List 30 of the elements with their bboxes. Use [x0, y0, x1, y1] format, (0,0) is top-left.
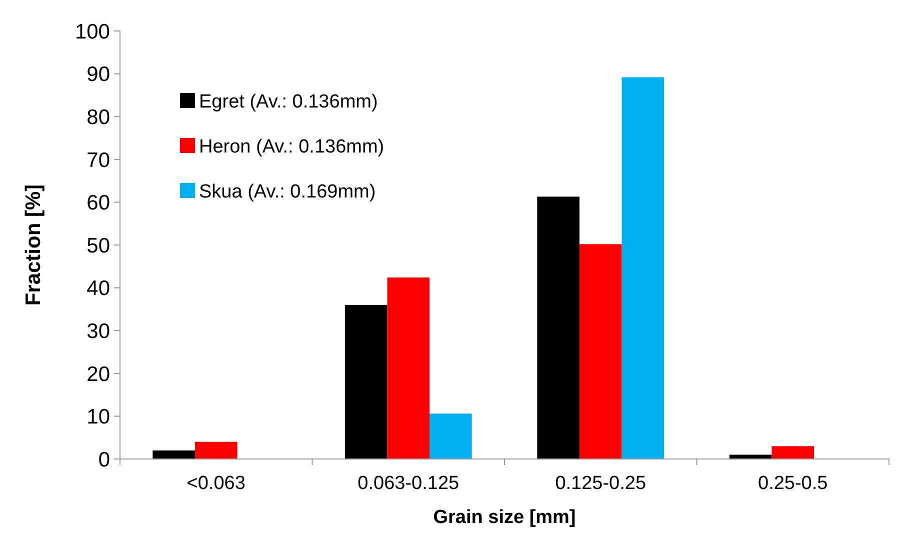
- y-tick-label: 10: [86, 406, 110, 429]
- y-tick-label: 30: [86, 320, 110, 343]
- bar: [152, 450, 195, 459]
- bar: [537, 196, 580, 459]
- y-tick-label: 20: [86, 362, 110, 386]
- y-tick-label: 40: [86, 277, 110, 300]
- y-tick-label: 0: [98, 448, 110, 472]
- x-tick-label: 0.25-0.5: [758, 473, 828, 494]
- bar: [344, 304, 388, 459]
- legend-label: Skua (Av.: 0.169mm): [199, 182, 376, 203]
- y-tick-label: 60: [86, 192, 110, 215]
- legend-label: Egret (Av.: 0.136mm): [199, 92, 378, 113]
- bar: [194, 442, 238, 459]
- legend-label: Heron (Av.: 0.136mm): [199, 136, 384, 158]
- y-tick-label: 100: [74, 20, 110, 44]
- bar: [729, 454, 772, 459]
- x-tick-label: <0.063: [186, 473, 246, 494]
- x-tick-label: 0.125-0.25: [555, 473, 646, 494]
- x-axis-title: Grain size [mm]: [433, 507, 576, 528]
- bar: [579, 244, 622, 459]
- bar: [772, 446, 814, 459]
- bar: [430, 414, 472, 459]
- y-axis-title: Fraction [%]: [22, 184, 45, 306]
- y-tick-label: 70: [86, 148, 110, 172]
- y-tick-label: 80: [86, 106, 110, 129]
- x-tick-label: 0.063-0.125: [358, 473, 460, 494]
- y-tick-label: 90: [86, 63, 110, 86]
- y-tick-label: 50: [86, 234, 110, 258]
- bar: [387, 278, 430, 459]
- bar: [622, 77, 664, 459]
